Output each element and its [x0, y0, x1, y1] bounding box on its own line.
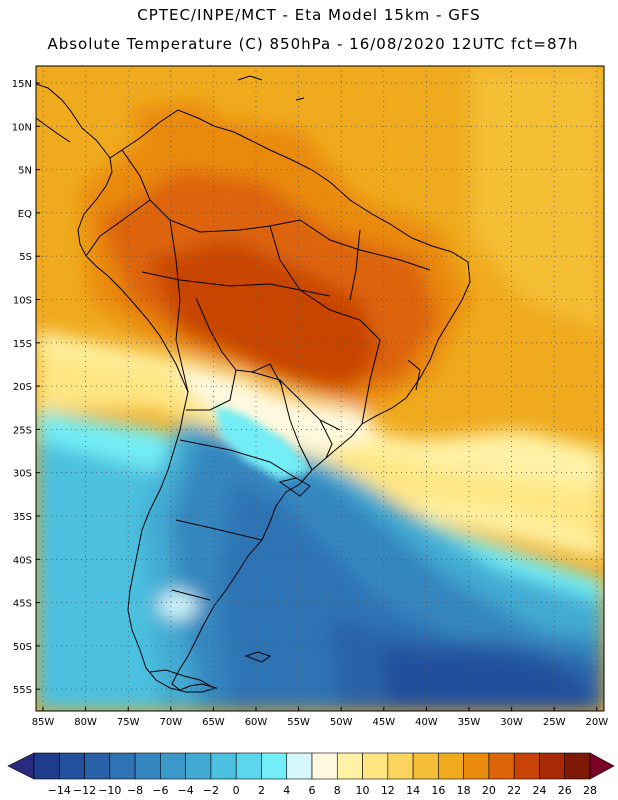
- colorbar-label: 4: [283, 784, 290, 797]
- lon-label: 70W: [159, 717, 182, 728]
- lat-label: 25S: [13, 425, 32, 436]
- lon-label: 75W: [117, 717, 140, 728]
- colorbar-swatch: [235, 752, 262, 780]
- lon-label: 60W: [245, 717, 268, 728]
- lat-label: 45S: [13, 599, 32, 610]
- colorbar-swatch: [109, 752, 136, 780]
- colorbar-label: 6: [309, 784, 316, 797]
- colorbar-swatch: [185, 752, 212, 780]
- lat-label: 20S: [13, 382, 32, 393]
- colorbar-label: 14: [406, 784, 420, 797]
- colorbar-label: 18: [457, 784, 471, 797]
- colorbar-swatch: [84, 752, 111, 780]
- lat-label: 10S: [13, 296, 32, 307]
- colorbar-label: 12: [381, 784, 395, 797]
- colorbar-label: −2: [203, 784, 219, 797]
- lat-label: 15N: [12, 79, 32, 90]
- colorbar-label: 0: [233, 784, 240, 797]
- colorbar-label: 16: [431, 784, 445, 797]
- colorbar-swatch: [160, 752, 186, 780]
- lon-label: 30W: [500, 717, 523, 728]
- lat-label: 10N: [12, 122, 32, 133]
- colorbar-swatch: [513, 752, 540, 780]
- colorbar-swatch: [438, 752, 464, 780]
- colorbar-label: 24: [532, 784, 546, 797]
- coastlines-and-borders: [36, 75, 471, 693]
- colorbar-label: 2: [258, 784, 265, 797]
- colorbar-swatch: [412, 752, 439, 780]
- colorbar-swatch: [286, 752, 313, 780]
- lon-label: 50W: [330, 717, 353, 728]
- lon-label: 65W: [202, 717, 225, 728]
- colorbar-swatch: [261, 752, 288, 780]
- map-title-line-2: Absolute Temperature (C) 850hPa - 16/08/…: [47, 35, 579, 53]
- colorbar-swatch: [33, 752, 60, 780]
- lon-label: 45W: [372, 717, 395, 728]
- colorbar-label: −14: [48, 784, 71, 797]
- colorbar-label: −10: [98, 784, 121, 797]
- colorbar-swatch: [362, 752, 389, 780]
- colorbar-swatch: [539, 752, 566, 780]
- colorbar-label: 28: [583, 784, 597, 797]
- colorbar-swatch: [488, 752, 515, 780]
- longitude-axis: 85W 80W 75W 70W 65W 60W 55W 50W 45W 40W 35W 30W 25W 2…: [32, 707, 608, 728]
- colorbar-swatch: [311, 752, 338, 780]
- lat-label: 55S: [13, 685, 32, 696]
- map-title-line-1: CPTEC/INPE/MCT - Eta Model 15km - GFS: [137, 6, 481, 24]
- temperature-colorbar: −14 −12 −10 −8 −6 −4 −2 0 2 4 6 8 10 12 14 16 18 20 22 24 26…: [7, 752, 615, 797]
- lon-label: 20W: [585, 717, 608, 728]
- colorbar-swatch: [134, 752, 161, 780]
- colorbar-label: −4: [178, 784, 194, 797]
- lon-label: 25W: [543, 717, 566, 728]
- lon-label: 85W: [32, 717, 55, 728]
- lat-label: 15S: [13, 339, 32, 350]
- colorbar-label: −12: [73, 784, 96, 797]
- lat-label: 30S: [13, 469, 32, 480]
- lat-label: 35S: [13, 512, 32, 523]
- lon-label: 35W: [458, 717, 481, 728]
- colorbar-label: 20: [482, 784, 496, 797]
- colorbar-swatch: [387, 752, 414, 780]
- colorbar-under-arrow: [7, 752, 35, 780]
- colorbar-label: 26: [558, 784, 572, 797]
- lat-label: 5S: [19, 252, 32, 263]
- colorbar-label: −6: [152, 784, 168, 797]
- colorbar-label: 10: [356, 784, 370, 797]
- colorbar-label: 8: [334, 784, 341, 797]
- colorbar-swatch: [564, 752, 591, 780]
- colorbar-swatch: [210, 752, 237, 780]
- lat-label: 50S: [13, 642, 32, 653]
- colorbar-swatch: [463, 752, 490, 780]
- lat-label: 5N: [18, 166, 32, 177]
- lat-label: EQ: [18, 209, 32, 220]
- temperature-field: [36, 66, 604, 711]
- lon-label: 55W: [287, 717, 310, 728]
- colorbar-swatch: [58, 752, 85, 780]
- lat-label: 40S: [13, 555, 32, 566]
- colorbar-swatch: [336, 752, 363, 780]
- map-frame: [35, 65, 605, 712]
- colorbar-label: −8: [127, 784, 143, 797]
- colorbar-label: 22: [507, 784, 521, 797]
- latitude-axis: 15N 10N 5N EQ 5S 10S 15S 20S 25S 30S 35S 40S 45S 50S 5…: [12, 79, 40, 696]
- lon-label: 80W: [74, 717, 97, 728]
- colorbar-over-arrow: [589, 752, 615, 780]
- lon-label: 40W: [415, 717, 438, 728]
